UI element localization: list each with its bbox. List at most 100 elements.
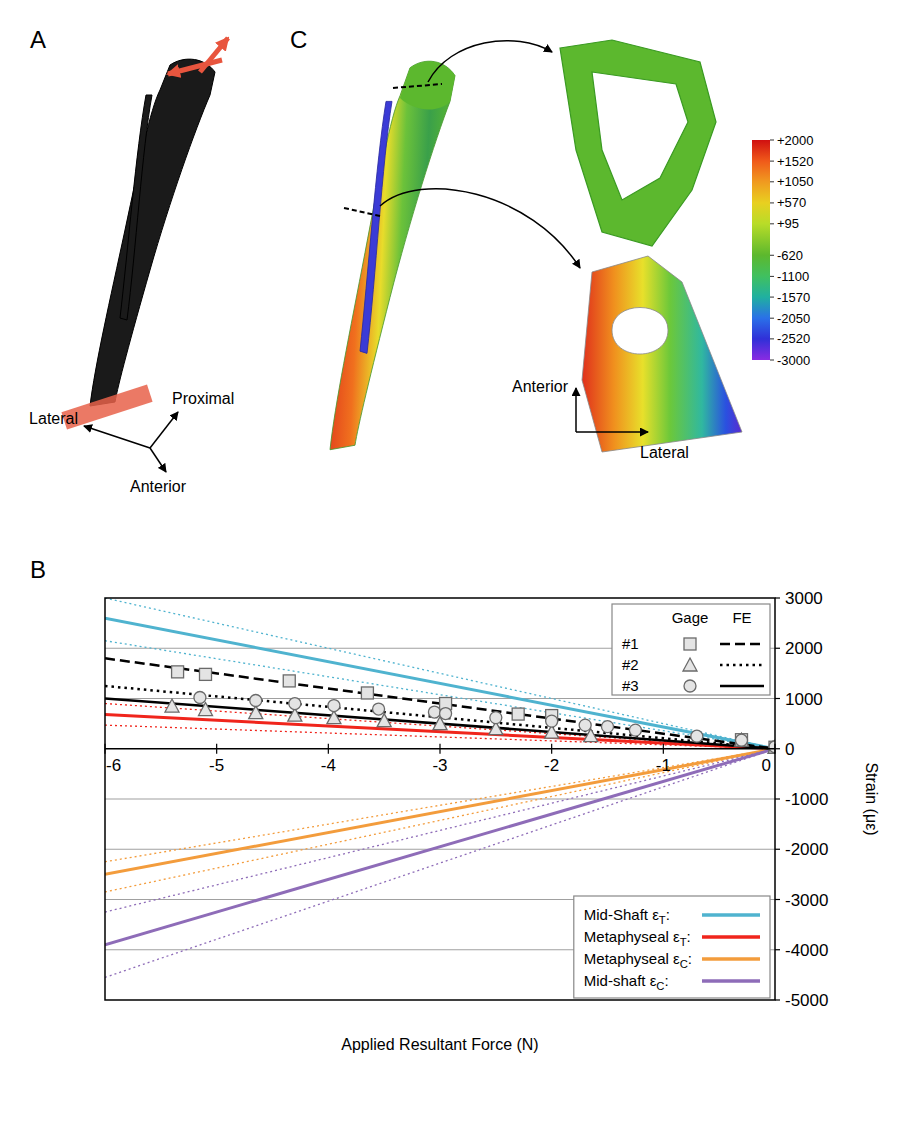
- y-tick-label: -4000: [785, 941, 828, 960]
- y-tick-label: 1000: [785, 690, 823, 709]
- gage-point: [602, 721, 614, 733]
- colorbar-tick: [770, 297, 774, 298]
- y-tick: [775, 949, 780, 950]
- gage-point: [440, 708, 452, 720]
- gage-point: [691, 730, 703, 742]
- colorbar-tick: [770, 161, 774, 162]
- legend-marker: [683, 658, 697, 671]
- colorbar-tick: [770, 181, 774, 182]
- load-arrow: [168, 60, 222, 74]
- legend-label: Mid-shaft εC:: [584, 972, 669, 992]
- x-tick: [328, 744, 329, 754]
- tibia: [330, 61, 455, 450]
- legend-label: #3: [622, 677, 639, 694]
- series-line: [105, 715, 775, 749]
- gage-point: [769, 741, 775, 753]
- bound-line: [105, 749, 775, 912]
- legend-label: Metaphyseal εC:: [584, 950, 692, 970]
- gage-point: [249, 706, 263, 719]
- colorbar-tick-label: +1520: [777, 154, 814, 169]
- panel-letter: B: [30, 556, 46, 583]
- direction-label: Proximal: [172, 390, 234, 407]
- y-tick-label: -3000: [785, 891, 828, 910]
- y-tick: [775, 597, 780, 598]
- legend: Mid-Shaft εT:Metaphyseal εT:Metaphyseal …: [574, 896, 770, 998]
- axis-arrow: [576, 431, 648, 433]
- legend-label: #2: [622, 656, 639, 673]
- x-tick-label: -5: [209, 756, 224, 775]
- legend-line: [702, 979, 760, 983]
- bound-line: [105, 598, 775, 749]
- legend-line: [702, 957, 760, 961]
- x-axis-title: Applied Resultant Force (N): [341, 1036, 538, 1053]
- colorbar-tick-label: -2050: [777, 311, 810, 326]
- legend-line: [702, 913, 760, 917]
- legend-header: Gage: [672, 609, 709, 626]
- gage-point: [328, 700, 340, 712]
- direction-label: Anterior: [512, 378, 569, 395]
- colorbar-tick: [770, 255, 774, 256]
- gage-point: [327, 711, 341, 724]
- gage-point: [490, 712, 502, 724]
- x-tick-label: -4: [321, 756, 336, 775]
- legend-box: [574, 896, 770, 998]
- section-arrow: [428, 41, 552, 82]
- gage-point: [289, 698, 301, 710]
- gage-point: [283, 675, 295, 687]
- gage-point: [172, 666, 184, 678]
- x-tick: [663, 744, 664, 754]
- gage-point: [250, 695, 262, 707]
- gage-point: [768, 740, 775, 753]
- colorbar-tick: [770, 338, 774, 339]
- legend-box: [612, 604, 770, 695]
- gage-point: [546, 715, 558, 727]
- legend-marker: [684, 680, 696, 692]
- axis-arrow: [575, 388, 577, 432]
- y-tick-label: -2000: [785, 840, 828, 859]
- y-tick: [775, 798, 780, 799]
- fibula: [360, 101, 392, 353]
- section-line: [344, 208, 380, 216]
- x-tick-label: -6: [106, 756, 121, 775]
- bound-line: [105, 749, 775, 862]
- x-tick: [104, 744, 105, 754]
- direction-label: Lateral: [29, 410, 78, 427]
- figure: ALateralProximalAnteriorCAnteriorLateral…: [0, 0, 899, 1124]
- gage-point: [361, 687, 373, 699]
- colorbar-tick-label: +1050: [777, 174, 814, 189]
- gage-point: [629, 724, 641, 736]
- grid-line: [105, 849, 775, 850]
- colorbar-tick-label: -2520: [777, 331, 810, 346]
- axis-arrow: [84, 426, 150, 448]
- colorbar-tick-label: +2000: [777, 133, 814, 148]
- legend: GageFE#1#2#3: [612, 604, 770, 695]
- direction-label: Lateral: [640, 444, 689, 461]
- plot-frame: [105, 598, 775, 1000]
- gage-point: [373, 703, 385, 715]
- bound-line: [105, 749, 775, 892]
- legend-line: [702, 935, 760, 939]
- legend-marker: [684, 638, 696, 650]
- y-tick: [775, 999, 780, 1000]
- bone-strain-map: [330, 61, 455, 450]
- section-arrow: [380, 189, 580, 268]
- legend-line: [720, 643, 764, 646]
- bone-mesh: [90, 59, 215, 406]
- panel-letter: C: [290, 26, 307, 53]
- x-tick: [439, 744, 440, 754]
- colorbar: [752, 140, 770, 360]
- colorbar-tick: [770, 276, 774, 277]
- gage-point: [769, 741, 775, 753]
- gage-point: [194, 691, 206, 703]
- y-tick-label: 3000: [785, 589, 823, 608]
- gage-point: [736, 734, 748, 746]
- y-tick-label: -1000: [785, 790, 828, 809]
- y-tick: [775, 748, 780, 749]
- grid-line: [105, 798, 775, 799]
- gage-point: [199, 703, 213, 716]
- colorbar-tick: [770, 318, 774, 319]
- colorbar-tick: [770, 202, 774, 203]
- legend-label: Metaphyseal εT:: [584, 928, 691, 948]
- y-tick: [775, 849, 780, 850]
- colorbar-tick-label: +95: [777, 216, 799, 231]
